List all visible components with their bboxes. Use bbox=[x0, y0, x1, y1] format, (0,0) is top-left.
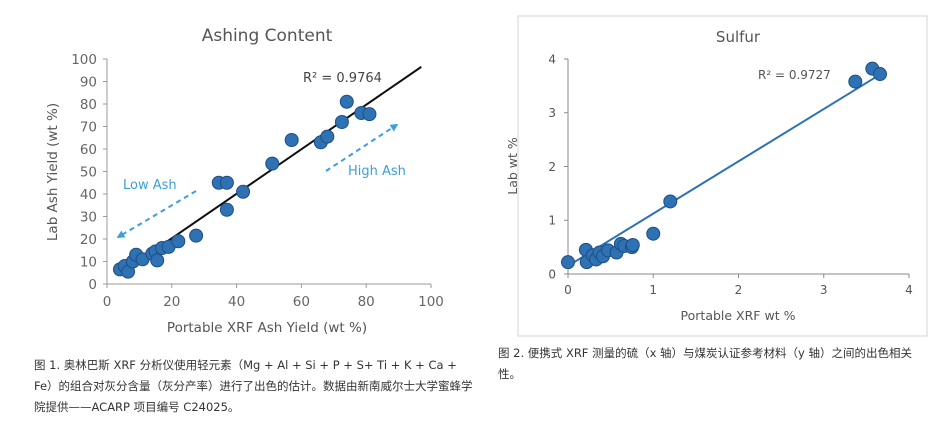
x-axis-label: Portable XRF wt % bbox=[681, 308, 796, 323]
x-tick-label: 4 bbox=[905, 283, 913, 297]
data-point bbox=[320, 129, 335, 144]
data-point bbox=[873, 67, 888, 82]
x-tick-label: 0 bbox=[564, 283, 572, 297]
data-point bbox=[265, 156, 280, 171]
chart-title: Sulfur bbox=[716, 28, 761, 46]
x-tick-label: 1 bbox=[649, 283, 657, 297]
x-axis-label: Portable XRF Ash Yield (wt %) bbox=[167, 320, 367, 336]
data-point bbox=[284, 133, 299, 147]
data-point bbox=[646, 226, 661, 241]
data-point bbox=[848, 74, 863, 89]
y-tick-label: 4 bbox=[548, 52, 556, 66]
y-tick-label: 1 bbox=[548, 214, 556, 228]
figure-2-caption: 图 2. 便携式 XRF 测量的硫（x 轴）与煤炭认证参考材料（y 轴）之间的出… bbox=[498, 346, 912, 381]
data-point bbox=[236, 184, 251, 199]
high-ash-arrow bbox=[325, 123, 399, 172]
y-tick-label: 50 bbox=[80, 164, 97, 180]
r-squared-label: R² = 0.9764 bbox=[303, 71, 382, 86]
x-tick-label: 60 bbox=[293, 294, 310, 310]
y-tick-label: 0 bbox=[548, 267, 556, 281]
data-point bbox=[362, 107, 377, 122]
y-axis-label: Lab Ash Yield (wt %) bbox=[45, 103, 61, 241]
y-tick-label: 90 bbox=[80, 74, 97, 90]
plot-frame bbox=[517, 15, 928, 337]
r-squared-label: R² = 0.9727 bbox=[758, 68, 831, 82]
data-point bbox=[339, 94, 354, 109]
high-ash-annotation: High Ash bbox=[348, 164, 406, 179]
low-ash-arrow bbox=[116, 190, 197, 239]
data-point bbox=[150, 253, 165, 268]
y-tick-label: 2 bbox=[548, 160, 556, 174]
data-point bbox=[189, 228, 204, 243]
data-point bbox=[219, 175, 234, 190]
data-point bbox=[625, 237, 640, 252]
y-tick-label: 60 bbox=[80, 142, 97, 158]
y-tick-label: 3 bbox=[548, 106, 556, 120]
y-tick-label: 10 bbox=[80, 254, 97, 270]
data-point bbox=[171, 234, 186, 249]
trend-line bbox=[567, 71, 884, 267]
ashing-content-chart: Ashing Content Portable XRF Ash Yield (w… bbox=[45, 26, 444, 336]
data-point bbox=[219, 202, 234, 217]
data-point bbox=[663, 194, 678, 209]
y-axis-label: Lab wt % bbox=[505, 137, 520, 195]
chart-title: Ashing Content bbox=[202, 26, 333, 46]
sulfur-chart: Sulfur Portable XRF wt % Lab wt % R² = 0… bbox=[505, 15, 928, 337]
y-tick-label: 40 bbox=[80, 187, 97, 203]
x-tick-label: 3 bbox=[820, 283, 828, 297]
data-point bbox=[334, 115, 349, 129]
data-point bbox=[561, 255, 575, 270]
y-tick-label: 30 bbox=[80, 209, 97, 225]
x-tick-label: 40 bbox=[228, 294, 245, 310]
y-tick-label: 0 bbox=[88, 277, 97, 293]
low-ash-annotation: Low Ash bbox=[123, 178, 177, 193]
y-tick-label: 70 bbox=[80, 119, 97, 135]
x-tick-label: 0 bbox=[103, 294, 112, 310]
y-tick-label: 20 bbox=[80, 232, 97, 248]
x-tick-label: 2 bbox=[735, 283, 743, 297]
x-tick-label: 20 bbox=[163, 294, 180, 310]
y-tick-label: 100 bbox=[71, 52, 97, 68]
figure-1-caption: 图 1. 奥林巴斯 XRF 分析仪使用轻元素（Mg + Al + Si + P … bbox=[34, 358, 473, 414]
y-tick-label: 80 bbox=[80, 97, 97, 113]
x-tick-label: 100 bbox=[418, 294, 444, 310]
x-tick-label: 80 bbox=[358, 294, 375, 310]
